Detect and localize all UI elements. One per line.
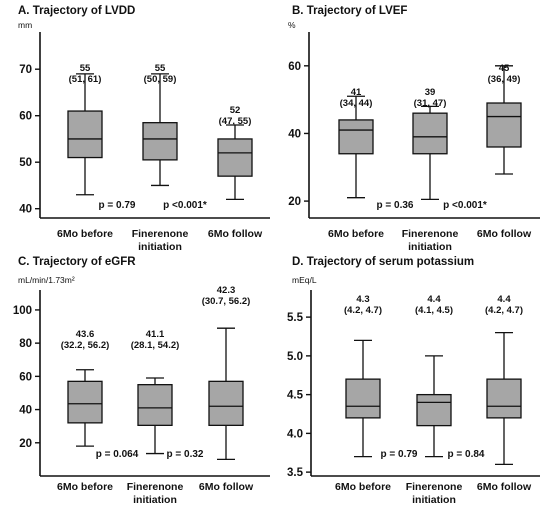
panel-c-title: C. Trajectory of eGFR (18, 256, 136, 268)
panel-b-pvalue-1: p <0.001* (443, 200, 487, 211)
panel-d-xlabel-0: 6Mo before (335, 481, 391, 493)
panel-c-ytick-label-0: 20 (19, 438, 32, 450)
panel-d-box-0 (345, 378, 381, 419)
panel-b-xlabel-2: 6Mo follow (477, 228, 532, 240)
panel-a-pvalue-1: p <0.001* (163, 200, 207, 211)
panel-d-annotation-iqr-0: (4.2, 4.7) (344, 305, 382, 316)
panel-d-annotation-median-2: 4.4 (497, 294, 511, 305)
panel-b-xlabel-1-line-0: Finerenone (402, 228, 459, 240)
panel-a-ytick-label-2: 60 (19, 111, 32, 123)
panel-c-pvalue-1: p = 0.32 (167, 449, 204, 460)
panel-b-ylabel: % (288, 20, 296, 30)
panel-a-box-0 (67, 110, 103, 159)
panel-a-ytick-label-0: 40 (19, 204, 32, 216)
panel-d-pvalue-0: p = 0.79 (381, 449, 418, 460)
panel-a-xlabel-0: 6Mo before (57, 228, 113, 240)
panel-a-box-2 (217, 138, 253, 177)
panel-d-annotation-iqr-2: (4.2, 4.7) (485, 305, 523, 316)
panel-a-annotation-median-2: 52 (230, 105, 241, 116)
panel-a-annotation-median-0: 55 (80, 63, 91, 74)
panel-c-ytick-label-1: 40 (19, 405, 32, 417)
panel-c-annotation-median-2: 42.3 (217, 285, 236, 296)
panel-a-annotation-median-1: 55 (155, 63, 166, 74)
panel-d-pvalue-1: p = 0.84 (448, 449, 485, 460)
panel-a-xlabel-1-line-1: initiation (138, 241, 182, 253)
panel-c-xlabel-0: 6Mo before (57, 481, 113, 493)
panel-a-annotation-iqr-1: (50, 59) (144, 74, 177, 85)
panel-d-annotation-median-0: 4.3 (356, 294, 369, 305)
panel-b-ytick-label-2: 60 (288, 61, 301, 73)
panel-b-title: B. Trajectory of LVEF (292, 5, 407, 17)
panel-a-ytick-label-3: 70 (19, 64, 32, 76)
panel-d-xlabel-1-line-0: Finerenone (406, 481, 463, 493)
panel-c-xlabel-2: 6Mo follow (199, 481, 254, 493)
panel-b-pvalue-0: p = 0.36 (377, 200, 414, 211)
panel-d-annotation-iqr-1: (4.1, 4.5) (415, 305, 453, 316)
panel-a-box-1 (142, 122, 178, 161)
panel-d-title: D. Trajectory of serum potassium (292, 256, 474, 268)
panel-a-ytick-label-1: 50 (19, 157, 32, 169)
panel-b-ytick-label-1: 40 (288, 128, 301, 140)
panel-b-annotation-iqr-0: (34, 44) (340, 98, 373, 109)
panel-d-xlabel-1-line-1: initiation (412, 494, 456, 505)
panel-d-ytick-label-3: 5.0 (287, 351, 303, 363)
panel-b-xlabel-0: 6Mo before (328, 228, 384, 240)
panel-c-ytick-label-4: 100 (13, 305, 32, 317)
panel-d-ylabel: mEq/L (292, 275, 317, 285)
panel-b-annotation-median-0: 41 (351, 87, 362, 98)
panel-a-annotation-iqr-2: (47, 55) (219, 116, 252, 127)
panel-d-box-2 (486, 378, 522, 419)
panel-c-xlabel-1-line-1: initiation (133, 494, 177, 505)
panel-b-ytick-label-0: 20 (288, 196, 301, 208)
panel-c-annotation-median-1: 41.1 (146, 329, 165, 340)
panel-c-box-2 (208, 380, 244, 426)
panel-c-annotation-iqr-1: (28.1, 54.2) (131, 340, 180, 351)
panel-c-annotation-median-0: 43.6 (76, 329, 95, 340)
panel-c-ytick-label-3: 80 (19, 338, 32, 350)
panel-d-ytick-label-4: 5.5 (287, 312, 304, 324)
panel-a-xlabel-2: 6Mo follow (208, 228, 263, 240)
panel-b-box-2 (486, 102, 522, 148)
panel-b-annotation-iqr-2: (36, 49) (488, 74, 521, 85)
panel-b-box-1 (412, 112, 448, 155)
panel-d-ytick-label-2: 4.5 (287, 390, 304, 402)
panel-b-annotation-median-1: 39 (425, 87, 436, 98)
panel-b-annotation-iqr-1: (31, 47) (414, 98, 447, 109)
panel-c-pvalue-0: p = 0.064 (96, 449, 139, 460)
panel-c-box-0 (67, 380, 103, 424)
panel-d-box-1 (416, 393, 452, 427)
panel-b-xlabel-1-line-1: initiation (408, 241, 452, 253)
panel-a-annotation-iqr-0: (51, 61) (69, 74, 102, 85)
panel-a-ylabel: mm (18, 20, 32, 30)
panel-c-ytick-label-2: 60 (19, 371, 32, 383)
panel-a-xlabel-1-line-0: Finerenone (132, 228, 189, 240)
panel-b-annotation-median-2: 45 (499, 63, 510, 74)
panel-d-ytick-label-1: 4.0 (287, 428, 303, 440)
panel-a-pvalue-0: p = 0.79 (99, 200, 136, 211)
panel-d-annotation-median-1: 4.4 (427, 294, 441, 305)
panel-d-xlabel-2: 6Mo follow (477, 481, 532, 493)
panel-c-annotation-iqr-0: (32.2, 56.2) (61, 340, 110, 351)
panel-b-box-0 (338, 119, 374, 155)
panel-c-xlabel-1-line-0: Finerenone (127, 481, 184, 493)
panel-c-box-1 (137, 384, 173, 426)
panel-c-annotation-iqr-2: (30.7, 56.2) (202, 296, 251, 307)
panel-c-ylabel: mL/min/1.73m² (18, 275, 75, 285)
panel-d-ytick-label-0: 3.5 (287, 467, 304, 479)
panel-a-title: A. Trajectory of LVDD (18, 5, 135, 17)
